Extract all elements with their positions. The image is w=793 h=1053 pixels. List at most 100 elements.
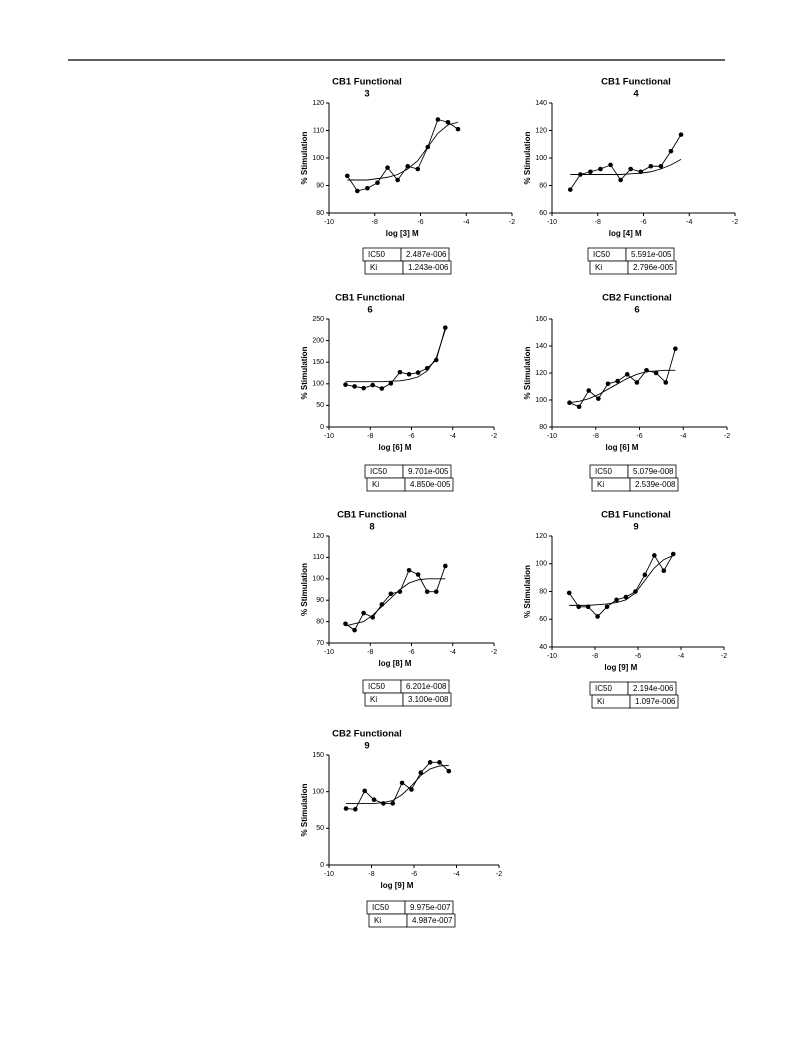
x-tick-label: -4 [680,433,686,440]
table-text: IC50 [372,903,389,912]
y-tick-label: 100 [312,381,324,388]
x-tick-label: -2 [491,649,497,656]
x-tick-label: -8 [367,433,373,440]
y-axis-label: % Stimulation [523,131,532,184]
data-point [661,568,667,573]
data-point [638,169,644,175]
x-tick-label: -4 [450,433,456,440]
x-tick-label: -10 [324,433,334,440]
data-point [578,172,583,177]
x-tick-label: -8 [593,433,599,440]
data-point [628,166,633,172]
data-point [598,166,603,172]
chart-title: 6 [367,305,372,316]
table-cell [406,913,456,928]
chart-title: CB1 Functional [332,77,402,88]
data-point [678,132,684,137]
data-point [415,370,421,375]
y-tick-label: 250 [312,316,324,323]
data-point [405,163,410,169]
data-point [381,801,386,806]
data-point [406,567,412,573]
table-text: Ki [597,480,604,489]
x-tick-label: -4 [453,871,459,878]
chart-title: CB2 Functional [332,729,402,740]
data-point [586,388,592,393]
data-point [648,163,654,169]
chart-title: CB1 Functional [335,293,405,304]
data-point [634,380,640,385]
x-tick-label: -6 [417,219,423,226]
data-point [425,144,431,150]
x-axis-label: log [3] M [386,229,419,238]
y-tick-label: 100 [535,155,547,162]
data-point [424,365,430,371]
data-point [566,590,572,596]
data-point [427,760,433,765]
data-point [455,126,461,132]
y-tick-label: 60 [539,210,547,217]
x-axis-label: log [9] M [604,663,637,672]
data-point [397,589,403,594]
y-tick-label: 200 [312,337,324,344]
data-line [569,348,676,408]
data-point [424,589,430,594]
data-point [361,385,366,391]
data-line [345,327,446,390]
data-point [375,180,380,186]
table-text: Ki [370,695,377,704]
data-point [588,169,593,175]
table-text: 9.975e-007 [410,903,451,912]
y-axis-label: % Stimulation [300,563,309,616]
x-tick-label: -10 [324,649,334,656]
table-text: Ki [595,263,602,272]
y-axis-label: % Stimulation [523,346,532,399]
y-tick-label: 100 [312,576,324,583]
data-point [352,384,357,389]
y-tick-label: 120 [535,127,547,134]
data-point [663,380,669,385]
y-tick-label: 140 [535,343,547,350]
table-text: 2.194e-006 [633,684,674,693]
x-tick-label: -2 [732,219,738,226]
y-tick-label: 140 [535,100,547,107]
table-text: 5.079e-008 [633,467,674,476]
x-tick-label: -4 [686,219,692,226]
chart-title: CB1 Functional [601,77,671,88]
y-tick-label: 40 [539,644,547,651]
table-text: 9.701e-005 [408,467,449,476]
table-cell [404,477,454,492]
x-tick-label: -4 [450,649,456,656]
data-point [658,163,664,169]
x-tick-label: -6 [636,433,642,440]
data-point [435,117,441,122]
data-point [652,553,657,558]
chart-title: CB1 Functional [601,510,671,521]
y-tick-label: 0 [320,424,324,431]
data-point [353,806,358,812]
data-point [443,325,448,330]
data-point [406,371,412,377]
data-point [446,768,452,774]
data-line [345,761,450,810]
data-point [585,604,591,610]
data-point [568,187,573,192]
chart-title: CB1 Functional [337,510,407,521]
data-point [343,382,348,387]
chart-title: 8 [369,522,374,533]
x-axis-label: log [4] M [609,229,642,238]
y-tick-label: 100 [535,397,547,404]
x-tick-label: -10 [547,653,557,660]
y-tick-label: 90 [316,182,324,189]
data-point [604,604,610,610]
x-tick-label: -6 [411,871,417,878]
table-text: 2.487e-006 [406,250,447,259]
data-point [614,597,619,603]
x-tick-label: -10 [324,871,334,878]
data-point [673,346,678,352]
data-point [418,770,424,775]
y-axis-label: % Stimulation [523,565,532,618]
y-tick-label: 70 [316,640,324,647]
y-tick-label: 60 [539,616,547,623]
y-tick-label: 50 [316,402,324,409]
